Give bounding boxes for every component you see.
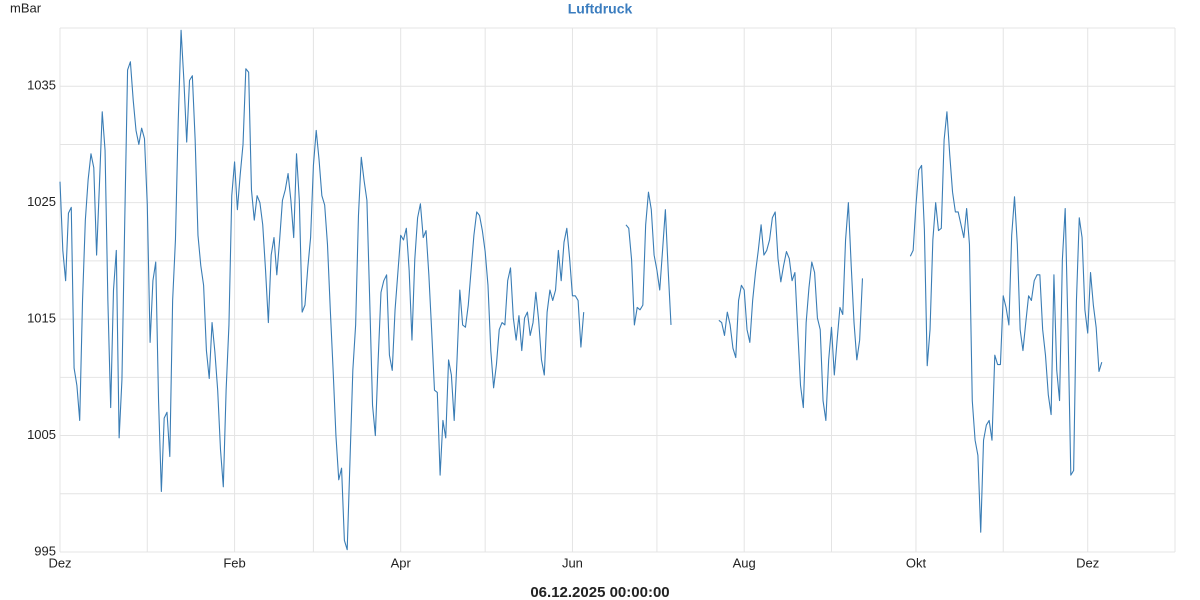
chart-title: Luftdruck [568,1,633,17]
y-tick-label: 1015 [27,311,56,326]
footer: 06.12.2025 00:00:00 [530,584,669,600]
y-tick-label: 1005 [27,427,56,442]
x-tick-label: Okt [906,555,927,570]
x-tick-label: Aug [733,555,756,570]
x-tick-label: Apr [391,555,412,570]
y-tick-label: 1025 [27,194,56,209]
x-tick-label: Feb [223,555,245,570]
x-tick-label: Dez [1076,555,1099,570]
y-tick-label: 995 [34,543,56,558]
y-axis-label: mBar [10,0,42,15]
x-tick-label: Jun [562,555,583,570]
y-tick-label: 1035 [27,78,56,93]
data-line [59,29,1103,551]
x-tick-label: Dez [48,555,71,570]
